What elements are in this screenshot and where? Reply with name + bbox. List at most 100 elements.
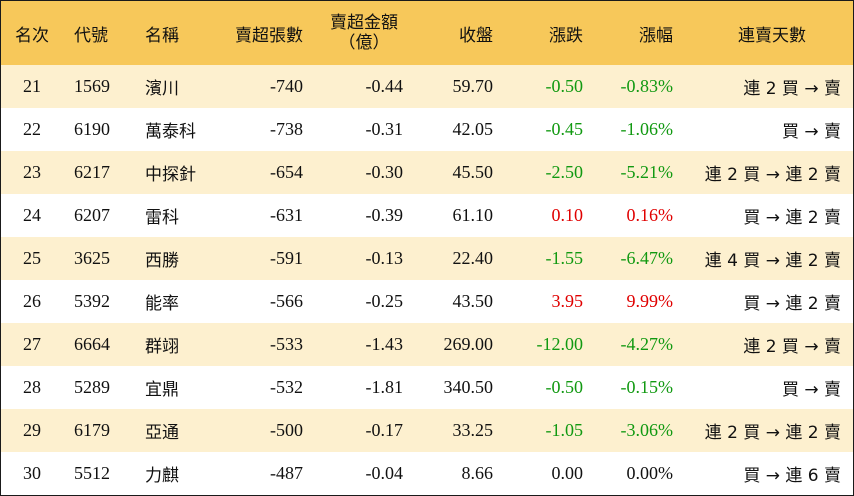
header-rank: 名次 (15, 25, 49, 46)
name-cell: 力麒 (145, 466, 179, 486)
streak-cell: 買 → 連 6 賣 (743, 466, 841, 486)
header-name: 名稱 (145, 25, 179, 46)
name-cell: 雷科 (145, 208, 179, 228)
table-row: 25 3625 西勝 -591 -0.13 22.40 -1.55 -6.47% 連 4 買 →… (1, 237, 853, 280)
name-cell: 能率 (145, 294, 179, 314)
change-cell: -0.50 (545, 76, 584, 96)
rank-cell: 22 (23, 119, 41, 139)
change-cell: -2.50 (545, 162, 584, 182)
table-row: 28 5289 宜鼎 -532 -1.81 340.50 -0.50 -0.15% 買 → 賣 (1, 366, 853, 409)
code-cell: 6207 (74, 205, 110, 225)
streak-cell: 買 → 賣 (781, 122, 841, 142)
header-streak: 連賣天數 (738, 25, 806, 46)
net-lots-cell: -591 (270, 248, 303, 268)
rank-cell: 26 (23, 291, 41, 311)
header-close: 收盤 (459, 25, 493, 46)
table-row: 24 6207 雷科 -631 -0.39 61.10 0.10 0.16% 買 → 連 2 賣 (1, 194, 853, 237)
streak-cell: 連 2 買 → 連 2 賣 (704, 423, 841, 443)
close-cell: 43.50 (452, 291, 494, 311)
streak-cell: 連 2 買 → 連 2 賣 (704, 165, 841, 185)
streak-cell: 買 → 連 2 賣 (743, 208, 841, 228)
change-cell: 0.10 (551, 205, 584, 225)
net-amount-cell: -0.25 (365, 291, 404, 311)
close-cell: 45.50 (452, 162, 494, 182)
header-net-amount-line1: 賣超金額 (330, 13, 398, 33)
header-net-amount: 賣超金額 （億） (319, 1, 409, 65)
rank-cell: 23 (23, 162, 41, 182)
name-cell: 宜鼎 (145, 380, 179, 400)
table-row: 23 6217 中探針 -654 -0.30 45.50 -2.50 -5.21% 連 2 買 … (1, 151, 853, 194)
close-cell: 33.25 (452, 420, 494, 440)
change-cell: -0.45 (545, 119, 584, 139)
net-amount-cell: -0.39 (365, 205, 404, 225)
close-cell: 269.00 (443, 334, 494, 354)
pct-cell: 0.00% (626, 463, 674, 483)
name-cell: 西勝 (145, 251, 179, 271)
net-lots-cell: -500 (270, 420, 303, 440)
name-cell: 濱川 (145, 79, 179, 99)
close-cell: 8.66 (461, 463, 494, 483)
close-cell: 22.40 (452, 248, 494, 268)
rank-cell: 28 (23, 377, 41, 397)
change-cell: 0.00 (551, 463, 584, 483)
header-pct: 漲幅 (639, 25, 673, 46)
net-amount-cell: -0.13 (365, 248, 404, 268)
change-cell: -1.05 (545, 420, 584, 440)
pct-cell: -0.83% (620, 76, 674, 96)
net-lots-cell: -738 (270, 119, 303, 139)
net-amount-cell: -0.17 (365, 420, 404, 440)
pct-cell: -0.15% (620, 377, 674, 397)
close-cell: 42.05 (452, 119, 494, 139)
header-net-lots: 賣超張數 (235, 25, 303, 46)
code-cell: 6217 (74, 162, 110, 182)
pct-cell: -1.06% (620, 119, 674, 139)
net-amount-cell: -0.04 (365, 463, 404, 483)
close-cell: 59.70 (452, 76, 494, 96)
change-cell: 3.95 (551, 291, 584, 311)
code-cell: 5289 (74, 377, 110, 397)
streak-cell: 連 4 買 → 連 2 賣 (704, 251, 841, 271)
net-lots-cell: -532 (270, 377, 303, 397)
net-amount-cell: -0.30 (365, 162, 404, 182)
code-cell: 3625 (74, 248, 110, 268)
rank-cell: 25 (23, 248, 41, 268)
code-cell: 6664 (74, 334, 110, 354)
table-row: 26 5392 能率 -566 -0.25 43.50 3.95 9.99% 買 → 連 2 賣 (1, 280, 853, 323)
rank-cell: 29 (23, 420, 41, 440)
header-code: 代號 (74, 25, 108, 46)
net-amount-cell: -0.31 (365, 119, 404, 139)
code-cell: 5512 (74, 463, 110, 483)
code-cell: 1569 (74, 76, 110, 96)
streak-cell: 連 2 買 → 賣 (743, 337, 841, 357)
table-row: 22 6190 萬泰科 -738 -0.31 42.05 -0.45 -1.06% 買 → 賣 (1, 108, 853, 151)
streak-cell: 買 → 賣 (781, 380, 841, 400)
net-lots-cell: -566 (270, 291, 303, 311)
net-lots-cell: -487 (270, 463, 303, 483)
code-cell: 6190 (74, 119, 110, 139)
table-row: 27 6664 群翊 -533 -1.43 269.00 -12.00 -4.27% 連 2 買… (1, 323, 853, 366)
pct-cell: 9.99% (626, 291, 674, 311)
streak-cell: 買 → 連 2 賣 (743, 294, 841, 314)
change-cell: -12.00 (536, 334, 584, 354)
code-cell: 6179 (74, 420, 110, 440)
name-cell: 群翊 (145, 337, 179, 357)
streak-cell: 連 2 買 → 賣 (743, 79, 841, 99)
net-amount-cell: -1.43 (365, 334, 404, 354)
rank-cell: 21 (23, 76, 41, 96)
table-row: 21 1569 濱川 -740 -0.44 59.70 -0.50 -0.83% 連 2 買 →… (1, 65, 853, 108)
rank-cell: 24 (23, 205, 41, 225)
close-cell: 340.50 (443, 377, 494, 397)
name-cell: 亞通 (145, 423, 179, 443)
header-change: 漲跌 (549, 25, 583, 46)
table-row: 29 6179 亞通 -500 -0.17 33.25 -1.05 -3.06% 連 2 買 →… (1, 409, 853, 452)
pct-cell: -4.27% (620, 334, 674, 354)
pct-cell: 0.16% (626, 205, 674, 225)
net-lots-cell: -631 (270, 205, 303, 225)
table-row: 30 5512 力麒 -487 -0.04 8.66 0.00 0.00% 買 → 連 6 賣 (1, 452, 853, 495)
change-cell: -1.55 (545, 248, 584, 268)
name-cell: 中探針 (145, 165, 196, 185)
rank-cell: 27 (23, 334, 41, 354)
net-lots-cell: -533 (270, 334, 303, 354)
net-lots-cell: -654 (270, 162, 303, 182)
